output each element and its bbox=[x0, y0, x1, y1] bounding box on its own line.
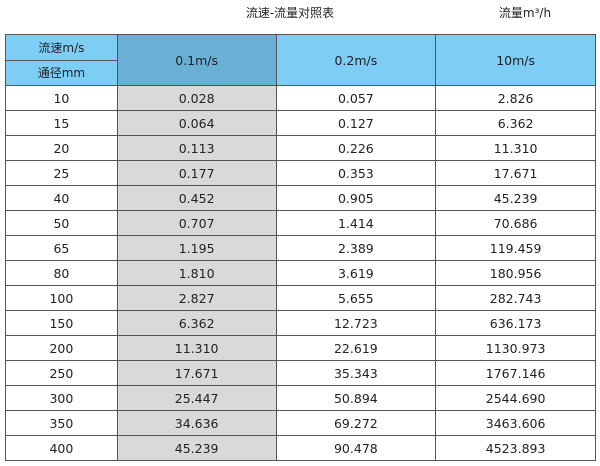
flow-cell: 17.671 bbox=[116, 360, 277, 386]
flow-cell: 2.389 bbox=[275, 235, 437, 261]
table-title: 流速-流量对照表 bbox=[245, 6, 335, 20]
flow-cell: 180.956 bbox=[435, 260, 596, 286]
diameter-cell: 200 bbox=[5, 335, 118, 361]
flow-cell: 70.686 bbox=[435, 210, 596, 236]
diameter-cell: 150 bbox=[5, 310, 118, 336]
flow-cell: 45.239 bbox=[116, 435, 277, 461]
flow-cell: 90.478 bbox=[275, 435, 437, 461]
diameter-cell: 250 bbox=[5, 360, 118, 386]
velocity-header: 流速m/s bbox=[5, 34, 118, 61]
table-row: 25 0.177 0.353 17.671 bbox=[5, 160, 596, 186]
table-row: 150 6.362 12.723 636.173 bbox=[5, 310, 596, 336]
col-header: 10m/s bbox=[435, 34, 596, 86]
flow-cell: 0.057 bbox=[275, 85, 437, 111]
flow-cell: 6.362 bbox=[435, 110, 596, 136]
flow-table: 流速m/s 0.1m/s 0.2m/s 10m/s 通径mm 10 0.028 0.… bbox=[5, 34, 596, 461]
flow-cell: 11.310 bbox=[116, 335, 277, 361]
flow-cell: 0.113 bbox=[116, 135, 277, 161]
table-row: 100 2.827 5.655 282.743 bbox=[5, 285, 596, 311]
flow-cell: 17.671 bbox=[435, 160, 596, 186]
flow-cell: 45.239 bbox=[435, 185, 596, 211]
table-row: 50 0.707 1.414 70.686 bbox=[5, 210, 596, 236]
flow-cell: 25.447 bbox=[116, 385, 277, 411]
col-header: 0.2m/s bbox=[275, 34, 437, 86]
diameter-cell: 40 bbox=[5, 185, 118, 211]
flow-cell: 6.362 bbox=[116, 310, 277, 336]
table-row: 20 0.113 0.226 11.310 bbox=[5, 135, 596, 161]
flow-cell: 0.028 bbox=[116, 85, 277, 111]
flow-cell: 2.826 bbox=[435, 85, 596, 111]
flow-cell: 2544.690 bbox=[435, 385, 596, 411]
table-row: 80 1.810 3.619 180.956 bbox=[5, 260, 596, 286]
table-row: 400 45.239 90.478 4523.893 bbox=[5, 435, 596, 461]
flow-cell: 50.894 bbox=[275, 385, 437, 411]
table-row: 65 1.195 2.389 119.459 bbox=[5, 235, 596, 261]
flow-cell: 22.619 bbox=[275, 335, 437, 361]
diameter-cell: 300 bbox=[5, 385, 118, 411]
flow-cell: 119.459 bbox=[435, 235, 596, 261]
table-row: 250 17.671 35.343 1767.146 bbox=[5, 360, 596, 386]
flow-cell: 3463.606 bbox=[435, 410, 596, 436]
flow-cell: 1130.973 bbox=[435, 335, 596, 361]
flow-cell: 0.452 bbox=[116, 185, 277, 211]
flow-cell: 0.064 bbox=[116, 110, 277, 136]
flow-cell: 0.353 bbox=[275, 160, 437, 186]
table-row: 200 11.310 22.619 1130.973 bbox=[5, 335, 596, 361]
flow-cell: 34.636 bbox=[116, 410, 277, 436]
flow-cell: 1.414 bbox=[275, 210, 437, 236]
unit-label: 流量m³/h bbox=[498, 6, 552, 20]
diameter-cell: 20 bbox=[5, 135, 118, 161]
table-row: 40 0.452 0.905 45.239 bbox=[5, 185, 596, 211]
flow-cell: 12.723 bbox=[275, 310, 437, 336]
table-row: 300 25.447 50.894 2544.690 bbox=[5, 385, 596, 411]
diameter-cell: 50 bbox=[5, 210, 118, 236]
diameter-cell: 100 bbox=[5, 285, 118, 311]
flow-cell: 282.743 bbox=[435, 285, 596, 311]
diameter-header: 通径mm bbox=[5, 59, 118, 86]
flow-cell: 0.905 bbox=[275, 185, 437, 211]
flow-cell: 0.226 bbox=[275, 135, 437, 161]
diameter-cell: 65 bbox=[5, 235, 118, 261]
flow-cell: 4523.893 bbox=[435, 435, 596, 461]
flow-cell: 11.310 bbox=[435, 135, 596, 161]
flow-cell: 69.272 bbox=[275, 410, 437, 436]
flow-cell: 1.195 bbox=[116, 235, 277, 261]
flow-cell: 3.619 bbox=[275, 260, 437, 286]
diameter-cell: 400 bbox=[5, 435, 118, 461]
flow-cell: 0.177 bbox=[116, 160, 277, 186]
diameter-cell: 25 bbox=[5, 160, 118, 186]
diameter-cell: 15 bbox=[5, 110, 118, 136]
diameter-cell: 80 bbox=[5, 260, 118, 286]
table-row: 10 0.028 0.057 2.826 bbox=[5, 85, 596, 111]
diameter-cell: 10 bbox=[5, 85, 118, 111]
flow-cell: 0.707 bbox=[116, 210, 277, 236]
table-row: 15 0.064 0.127 6.362 bbox=[5, 110, 596, 136]
flow-cell: 35.343 bbox=[275, 360, 437, 386]
flow-cell: 636.173 bbox=[435, 310, 596, 336]
flow-cell: 1.810 bbox=[116, 260, 277, 286]
flow-cell: 0.127 bbox=[275, 110, 437, 136]
flow-cell: 2.827 bbox=[116, 285, 277, 311]
flow-cell: 1767.146 bbox=[435, 360, 596, 386]
col-header: 0.1m/s bbox=[116, 34, 277, 86]
table-row: 350 34.636 69.272 3463.606 bbox=[5, 410, 596, 436]
diameter-cell: 350 bbox=[5, 410, 118, 436]
flow-cell: 5.655 bbox=[275, 285, 437, 311]
